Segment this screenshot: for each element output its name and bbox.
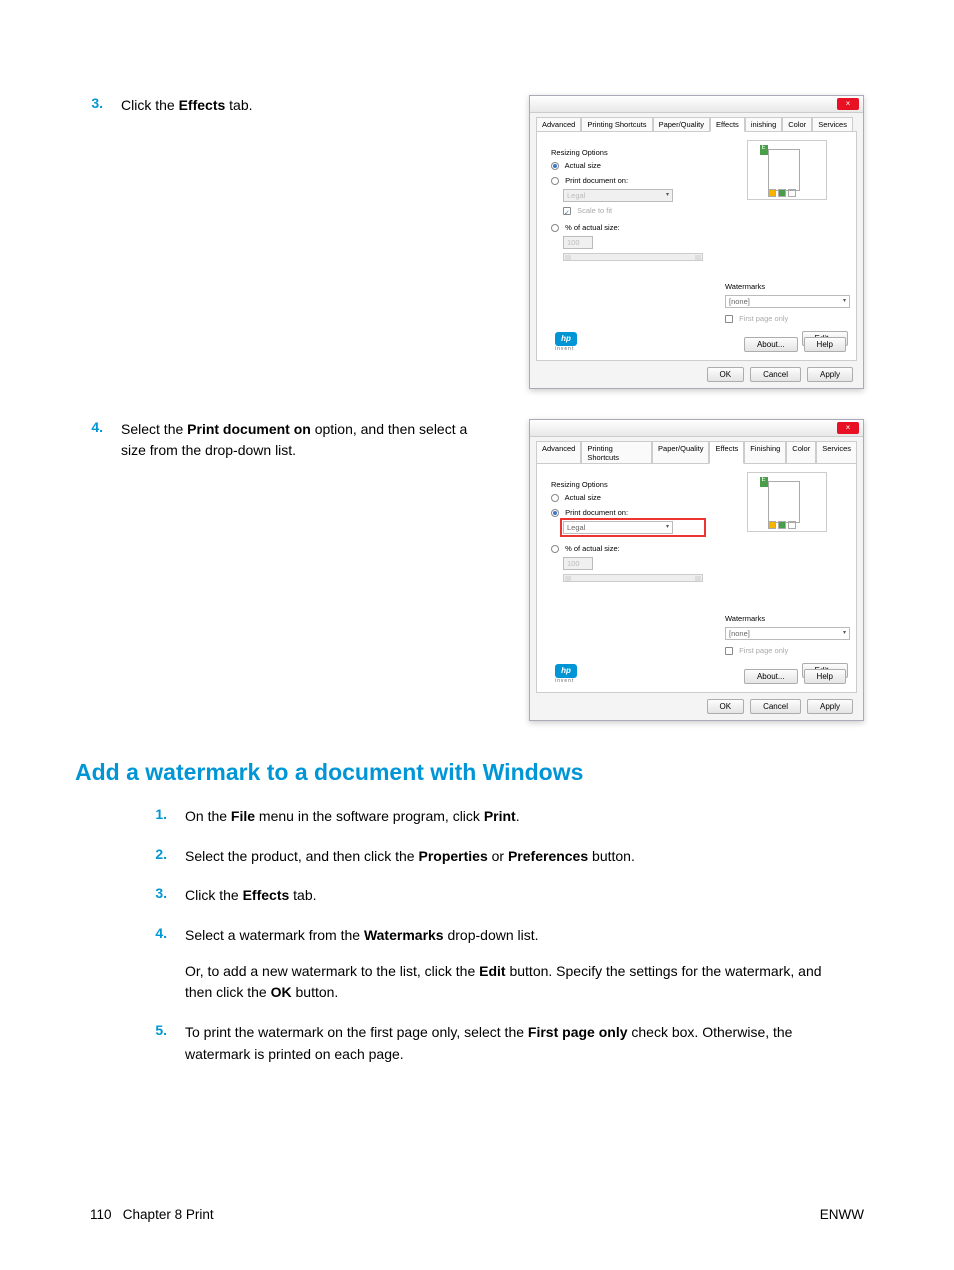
cancel-button[interactable]: Cancel xyxy=(750,367,801,382)
pct-slider xyxy=(563,574,703,582)
bookmark-icon: E xyxy=(760,477,768,487)
effects-dialog-2: × Advanced Printing Shortcuts Paper/Qual… xyxy=(529,419,864,721)
pct-slider xyxy=(563,253,703,261)
apply-button[interactable]: Apply xyxy=(807,367,853,382)
list-3-text: Click the Effects tab. xyxy=(185,885,844,907)
list-4-text: Select a watermark from the Watermarks d… xyxy=(185,925,844,1004)
radio-actual-size[interactable] xyxy=(551,494,559,502)
tab-paper[interactable]: Paper/Quality xyxy=(652,441,709,464)
print-doc-on-label: Print document on: xyxy=(565,508,628,517)
pct-label: % of actual size: xyxy=(565,544,620,553)
step-3-text: Click the Effects tab. xyxy=(121,95,475,116)
tab-finishing[interactable]: Finishing xyxy=(744,441,786,464)
footer-left: 110 Chapter 8 Print xyxy=(90,1207,214,1222)
tab-color[interactable]: Color xyxy=(782,117,812,132)
tab-effects[interactable]: Effects xyxy=(710,117,745,132)
paper-size-dropdown[interactable]: Legal▾ xyxy=(563,521,673,534)
radio-pct[interactable] xyxy=(551,545,559,553)
footer-right: ENWW xyxy=(820,1207,864,1222)
actual-size-label: Actual size xyxy=(565,493,601,502)
watermark-dropdown[interactable]: [none]▾ xyxy=(725,627,850,640)
scale-fit-check xyxy=(563,207,571,215)
tab-paper[interactable]: Paper/Quality xyxy=(653,117,710,132)
help-button[interactable]: Help xyxy=(804,669,846,684)
tab-effects[interactable]: Effects xyxy=(709,441,744,464)
first-page-check xyxy=(725,647,733,655)
scale-fit-label: Scale to fit xyxy=(577,206,612,215)
apply-button[interactable]: Apply xyxy=(807,699,853,714)
tab-color[interactable]: Color xyxy=(786,441,816,464)
print-doc-on-label: Print document on: xyxy=(565,176,628,185)
actual-size-label: Actual size xyxy=(565,161,601,170)
pct-input: 100 xyxy=(563,236,593,249)
tab-advanced[interactable]: Advanced xyxy=(536,117,581,132)
hp-invent-label: invent xyxy=(555,678,577,684)
radio-pct[interactable] xyxy=(551,224,559,232)
page-preview: E xyxy=(747,472,827,532)
list-1-text: On the File menu in the software program… xyxy=(185,806,844,828)
step-3-number: 3. xyxy=(75,95,103,111)
list-2-text: Select the product, and then click the P… xyxy=(185,846,844,868)
cancel-button[interactable]: Cancel xyxy=(750,699,801,714)
tab-shortcuts[interactable]: Printing Shortcuts xyxy=(581,441,652,464)
list-3-num: 3. xyxy=(139,885,167,901)
step-4-number: 4. xyxy=(75,419,103,435)
hp-logo-icon: hp xyxy=(555,664,577,678)
tab-advanced[interactable]: Advanced xyxy=(536,441,581,464)
help-button[interactable]: Help xyxy=(804,337,846,352)
tab-strip: Advanced Printing Shortcuts Paper/Qualit… xyxy=(530,437,863,464)
step-4-text: Select the Print document on option, and… xyxy=(121,419,475,461)
tab-services[interactable]: Services xyxy=(812,117,853,132)
list-4-num: 4. xyxy=(139,925,167,941)
list-5-num: 5. xyxy=(139,1022,167,1038)
list-2-num: 2. xyxy=(139,846,167,862)
first-page-label: First page only xyxy=(739,646,788,655)
watermarks-label: Watermarks xyxy=(725,282,848,291)
radio-print-doc-on[interactable] xyxy=(551,509,559,517)
page-preview: E xyxy=(747,140,827,200)
tab-shortcuts[interactable]: Printing Shortcuts xyxy=(581,117,652,132)
watermark-dropdown[interactable]: [none]▾ xyxy=(725,295,850,308)
pct-label: % of actual size: xyxy=(565,223,620,232)
paper-size-dropdown: Legal▾ xyxy=(563,189,673,202)
effects-dialog-1: × Advanced Printing Shortcuts Paper/Qual… xyxy=(529,95,864,389)
pct-input: 100 xyxy=(563,557,593,570)
section-heading: Add a watermark to a document with Windo… xyxy=(75,759,864,786)
tab-finishing[interactable]: inishing xyxy=(745,117,782,132)
list-1-num: 1. xyxy=(139,806,167,822)
radio-print-doc-on[interactable] xyxy=(551,177,559,185)
tab-services[interactable]: Services xyxy=(816,441,857,464)
about-button[interactable]: About... xyxy=(744,337,798,352)
radio-actual-size[interactable] xyxy=(551,162,559,170)
tab-strip: Advanced Printing Shortcuts Paper/Qualit… xyxy=(530,113,863,132)
ok-button[interactable]: OK xyxy=(707,699,745,714)
close-icon[interactable]: × xyxy=(837,422,859,434)
watermarks-label: Watermarks xyxy=(725,614,848,623)
ok-button[interactable]: OK xyxy=(707,367,745,382)
resizing-label: Resizing Options xyxy=(551,480,703,489)
resizing-label: Resizing Options xyxy=(551,148,703,157)
about-button[interactable]: About... xyxy=(744,669,798,684)
close-icon[interactable]: × xyxy=(837,98,859,110)
list-5-text: To print the watermark on the first page… xyxy=(185,1022,844,1065)
bookmark-icon: E xyxy=(760,145,768,155)
first-page-label: First page only xyxy=(739,314,788,323)
hp-logo-icon: hp xyxy=(555,332,577,346)
hp-invent-label: invent xyxy=(555,346,577,352)
first-page-check xyxy=(725,315,733,323)
